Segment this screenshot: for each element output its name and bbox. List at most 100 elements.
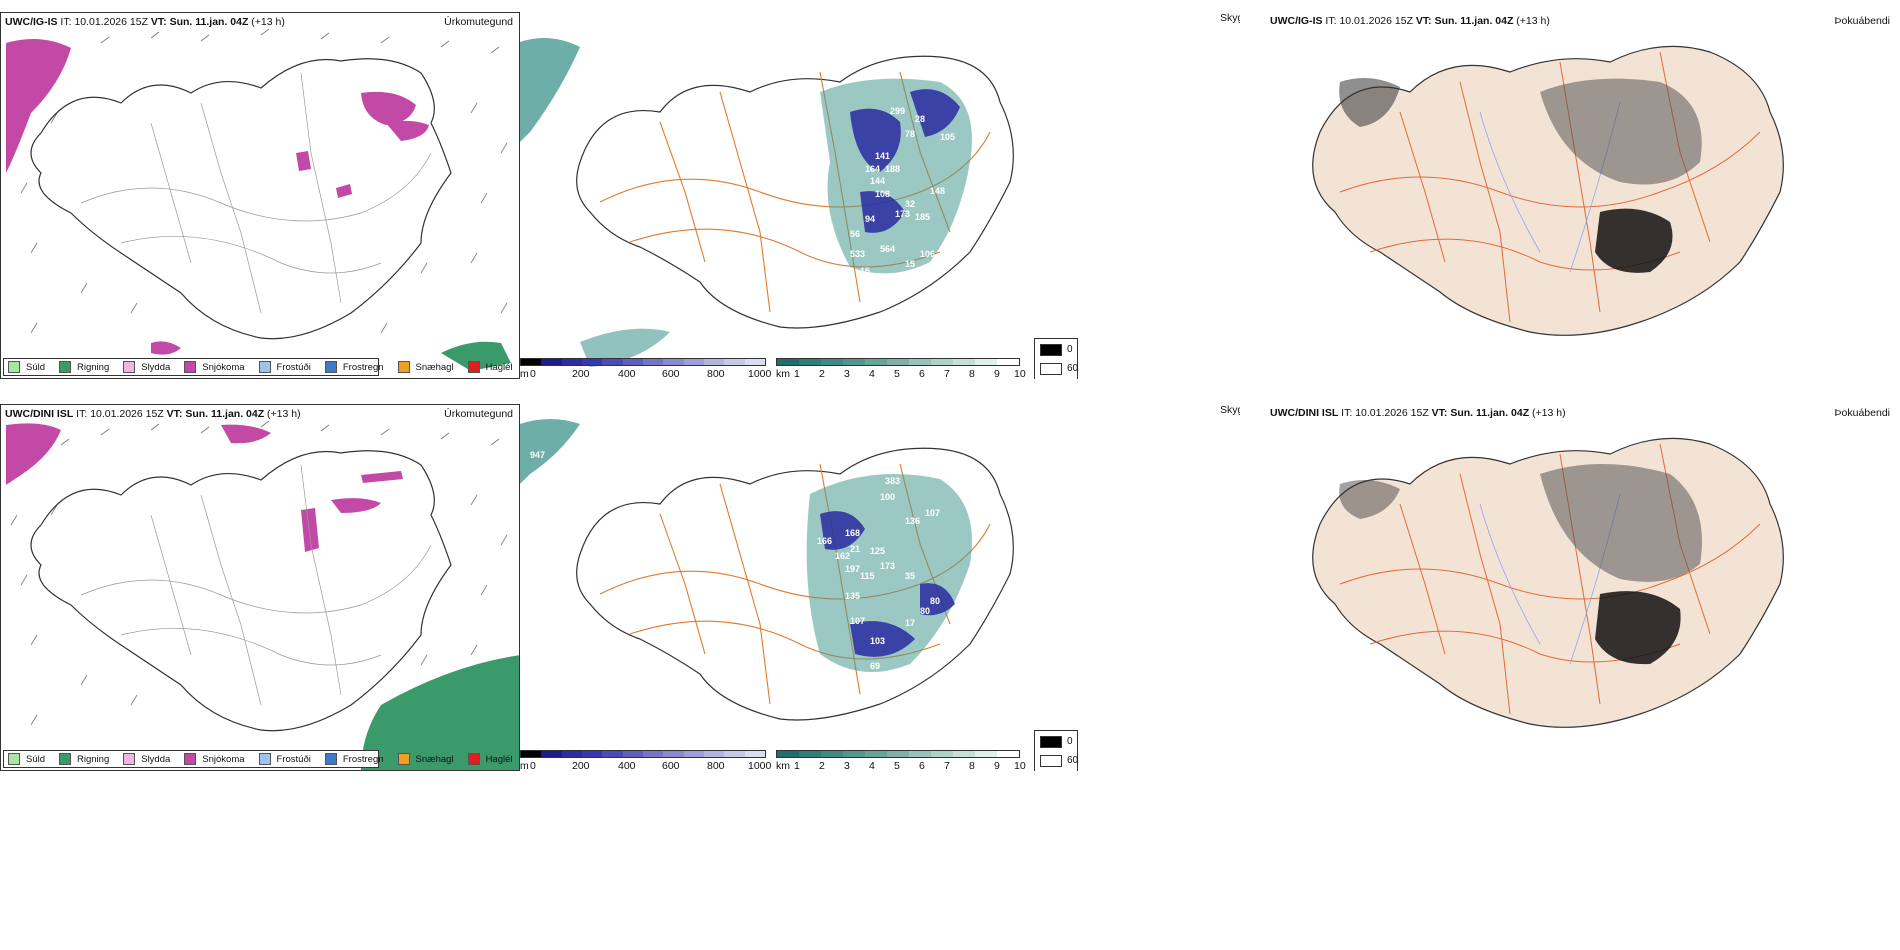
cloudbase-value-label: 162 bbox=[835, 551, 850, 561]
legend-item-hagle: Haglél bbox=[467, 753, 513, 765]
cloudbase-value-label: 106 bbox=[920, 249, 935, 259]
legend-label: Snæhagl bbox=[415, 753, 454, 765]
cloudbase-value-label: 299 bbox=[890, 106, 905, 116]
legend-item-hagle: Haglél bbox=[467, 361, 513, 373]
visibility-tick: 6 bbox=[919, 760, 925, 771]
visibility-colorbar: km 1 2 3 4 5 6 7 8 9 10 bbox=[776, 358, 1026, 379]
cloudbase-tick: 200 bbox=[572, 760, 590, 771]
fog-key-swatch-light bbox=[1040, 363, 1062, 375]
legend-label: Slydda bbox=[141, 753, 171, 765]
legend-swatch bbox=[324, 753, 337, 765]
legend-swatch bbox=[59, 753, 72, 765]
legend-item-slydda: Slydda bbox=[123, 361, 170, 373]
legend-swatch bbox=[123, 753, 136, 765]
cloudbase-value-label: 17 bbox=[905, 618, 915, 628]
legend-swatch bbox=[467, 361, 480, 373]
visibility-tick: 3 bbox=[844, 760, 850, 771]
cloudbase-value-label: 144 bbox=[870, 176, 885, 186]
it-value: 10.01.2026 15Z bbox=[1339, 15, 1413, 27]
cloudbase-tick: 0 bbox=[530, 760, 536, 771]
model-name: UWC/IG-IS bbox=[1270, 15, 1323, 27]
panel-precip-label: Úrkomutegund bbox=[444, 16, 513, 28]
vt-value: Sun. 11.jan. 04Z bbox=[1450, 407, 1530, 419]
precip-type-legend: Súld Rigning Slydda Snjókoma Frostúði Fr… bbox=[3, 358, 513, 376]
cloudbase-value-label: 35 bbox=[905, 571, 915, 581]
fog-key-swatch-light bbox=[1040, 755, 1062, 767]
legend-item-snjokoma: Snjókoma bbox=[184, 753, 245, 765]
cloudbase-unit: m bbox=[520, 368, 529, 379]
precip-map bbox=[6, 28, 511, 371]
visibility-bar bbox=[776, 358, 1020, 366]
snow-area-northeast bbox=[361, 91, 416, 125]
visibility-unit: km bbox=[776, 760, 790, 771]
legend-label: Haglél bbox=[485, 361, 513, 373]
iceland-outline bbox=[30, 450, 452, 732]
vt-value: Sun. 11.jan. 04Z bbox=[169, 16, 249, 28]
legend-item-snaehagl: Snæhagl bbox=[397, 753, 454, 765]
fog-key: 0 60 bbox=[1034, 338, 1078, 379]
visibility-tick: 5 bbox=[894, 760, 900, 771]
legend-label: Frostregn bbox=[342, 753, 384, 765]
cloudbase-value-label: 164 bbox=[865, 164, 880, 174]
legend-item-snaehagl: Snæhagl bbox=[397, 361, 454, 373]
cloudbase-value-label: 21 bbox=[850, 544, 860, 554]
legend-item-frostudi: Frostúði bbox=[258, 361, 311, 373]
lead-time: (+13 h) bbox=[1516, 15, 1550, 27]
precip-map bbox=[6, 420, 519, 770]
cloudbase-value-label: 173 bbox=[880, 561, 895, 571]
fog-key-label: 60 bbox=[1067, 755, 1079, 766]
legend-item-frostudi: Frostúði bbox=[258, 753, 311, 765]
cloudbase-value-label: 141 bbox=[875, 151, 890, 161]
cloudbase-value-label: 135 bbox=[845, 591, 860, 601]
cloudbase-colorbar: m 0 200 400 600 800 1000 bbox=[520, 358, 772, 379]
legend-item-snjokoma: Snjókoma bbox=[184, 361, 245, 373]
legend-item-sulda: Súld bbox=[8, 753, 45, 765]
cloudbase-visibility-panel-row1: Skyggni 29928781051411641881441081489417… bbox=[520, 12, 1240, 379]
snow-area-west bbox=[6, 39, 71, 173]
cloudbase-value-label: 80 bbox=[930, 596, 940, 606]
panel-header: UWC/DINI ISL IT: 10.01.2026 15Z VT: Sun.… bbox=[1270, 407, 1566, 419]
iceland-outline bbox=[30, 58, 452, 340]
legend-swatch bbox=[397, 361, 410, 373]
fog-index-panel-row1: UWC/IG-IS IT: 10.01.2026 15Z VT: Sun. 11… bbox=[1240, 12, 1900, 379]
legend-swatch bbox=[467, 753, 480, 765]
cloudbase-tick: 1000 bbox=[748, 368, 772, 379]
fog-index-map bbox=[1312, 45, 1784, 336]
vt-value: Sun. 11.jan. 04Z bbox=[1434, 15, 1514, 27]
cloudbase-value-label: 107 bbox=[925, 508, 940, 518]
fog-key-swatch-dark bbox=[1040, 736, 1062, 748]
vt-label: VT: bbox=[1431, 407, 1448, 419]
legend-swatch bbox=[59, 361, 72, 373]
legend-label: Rigning bbox=[77, 753, 110, 765]
cloudbase-tick: 200 bbox=[572, 368, 590, 379]
cloudbase-value-label: 100 bbox=[880, 492, 895, 502]
cloudbase-tick: 0 bbox=[530, 368, 536, 379]
visibility-tick: 4 bbox=[869, 368, 875, 379]
legend-label: Rigning bbox=[77, 361, 110, 373]
cloudbase-value-label: 15 bbox=[905, 259, 915, 269]
visibility-tick: 6 bbox=[919, 368, 925, 379]
cloudbase-value-label: 78 bbox=[905, 129, 915, 139]
fog-index-panel-row2: UWC/DINI ISL IT: 10.01.2026 15Z VT: Sun.… bbox=[1240, 404, 1900, 771]
cloudbase-value-label: 166 bbox=[817, 536, 832, 546]
cloudbase-value-label: 108 bbox=[875, 189, 890, 199]
it-label: IT: bbox=[60, 16, 72, 28]
visibility-tick: 10 bbox=[1014, 760, 1026, 771]
legend-label: Frostúði bbox=[276, 361, 311, 373]
panel-header: UWC/IG-IS IT: 10.01.2026 15Z VT: Sun. 11… bbox=[1270, 15, 1550, 27]
legend-label: Frostregn bbox=[342, 361, 384, 373]
precip-type-legend: Súld Rigning Slydda Snjókoma Frostúði Fr… bbox=[3, 750, 513, 768]
legend-label: Snjókoma bbox=[202, 361, 245, 373]
iceland-outline bbox=[576, 55, 1014, 329]
fog-key: 0 60 bbox=[1034, 730, 1078, 771]
cloudbase-tick: 800 bbox=[707, 760, 725, 771]
visibility-tick: 7 bbox=[944, 368, 950, 379]
vt-label: VT: bbox=[1415, 15, 1432, 27]
fog-dark-area bbox=[1595, 591, 1681, 665]
it-label: IT: bbox=[1341, 407, 1353, 419]
panel-header: UWC/DINI ISL IT: 10.01.2026 15Z VT: Sun.… bbox=[5, 408, 301, 420]
visibility-tick: 2 bbox=[819, 368, 825, 379]
visibility-tick: 9 bbox=[994, 368, 1000, 379]
it-value: 10.01.2026 15Z bbox=[74, 16, 148, 28]
fog-key-swatch-dark bbox=[1040, 344, 1062, 356]
